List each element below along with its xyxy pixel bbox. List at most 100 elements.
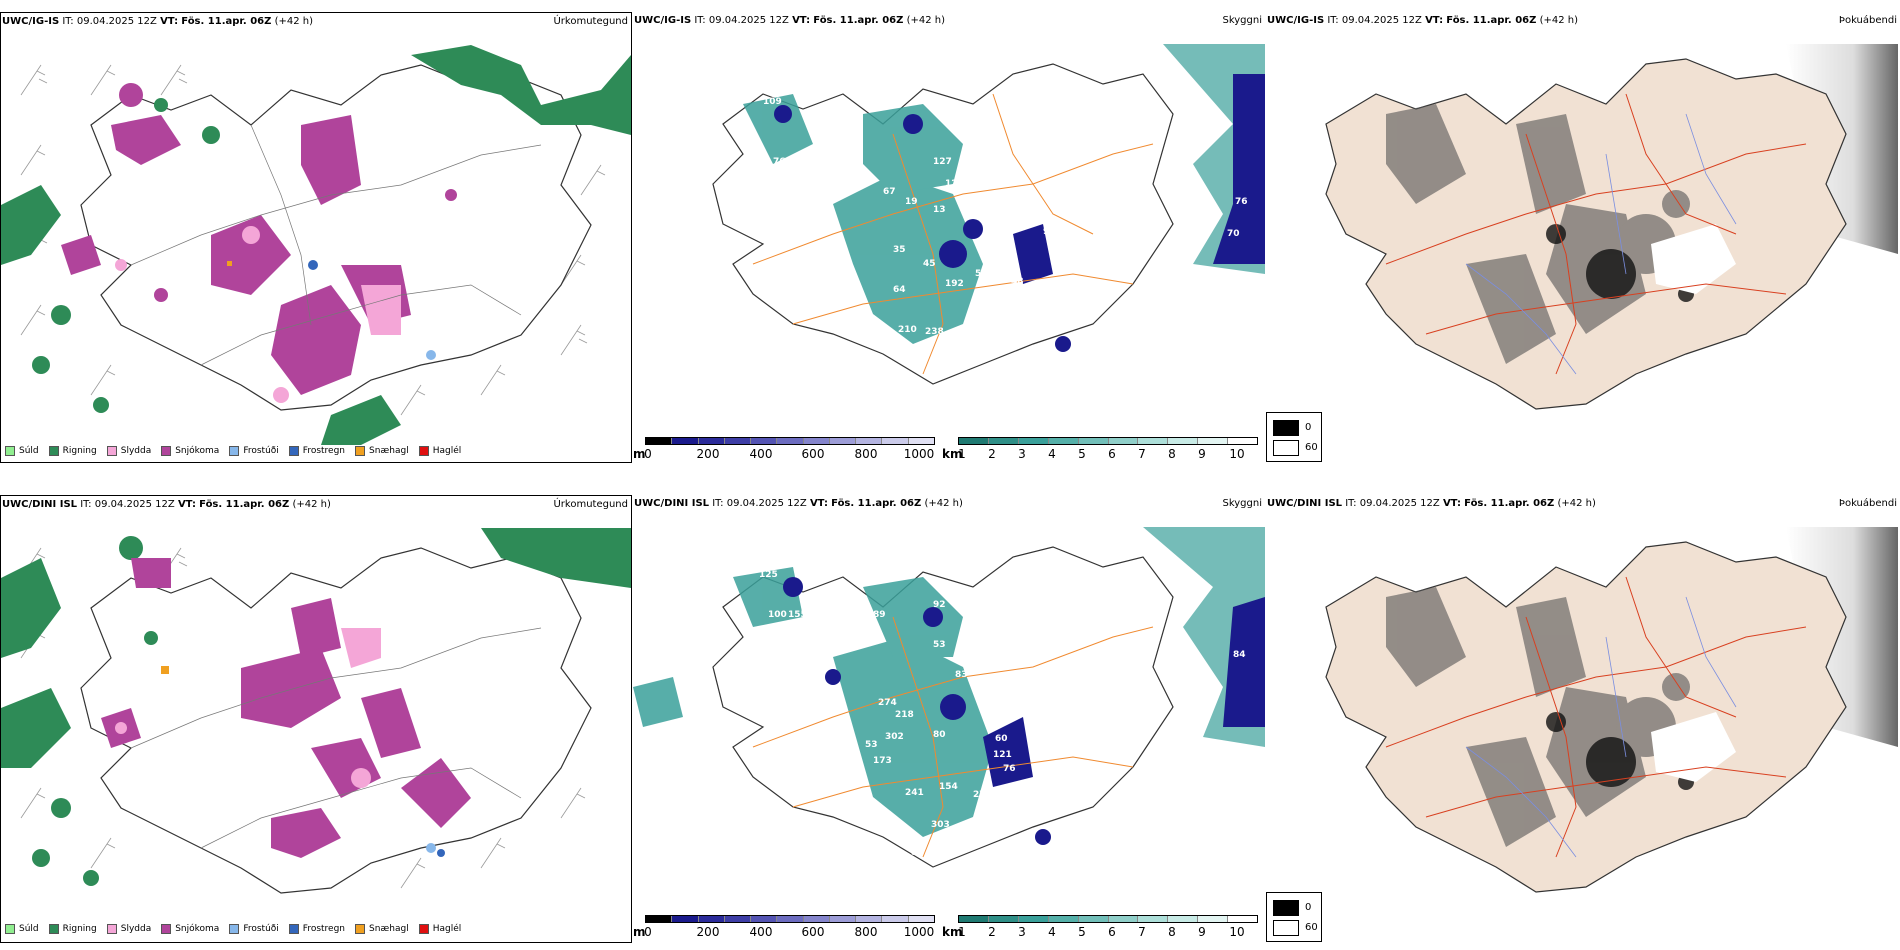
precip-type-map-row2: UWC/DINI ISL IT: 09.04.2025 12Z VT: Fös.… [0, 495, 632, 943]
precip-legend: Súld Rigning Slydda Snjókoma Frostúði Fr… [5, 918, 461, 940]
svg-text:154: 154 [939, 782, 958, 792]
legend-item-drizzle: Súld [5, 446, 39, 456]
svg-text:428: 428 [911, 345, 930, 355]
svg-text:14: 14 [1073, 111, 1086, 121]
svg-text:76: 76 [1003, 764, 1016, 774]
very-low-visibility-areas [774, 105, 1071, 352]
rain-areas [1, 45, 631, 445]
fog-map-canvas [1325, 527, 1898, 893]
svg-text:241: 241 [905, 788, 924, 798]
svg-text:126: 126 [945, 179, 964, 189]
precip-map-canvas [1, 528, 631, 894]
svg-text:303: 303 [931, 820, 950, 830]
svg-text:121: 121 [993, 750, 1012, 760]
snow-pellet-spot [227, 261, 232, 266]
panel-parameter-name: Úrkomutegund [553, 16, 628, 27]
clear-patch [1651, 712, 1736, 782]
svg-text:67: 67 [883, 187, 896, 197]
road-network [1385, 576, 1807, 858]
panel-parameter-name: Þokuábendi [1838, 498, 1897, 509]
svg-text:238: 238 [925, 327, 944, 337]
very-low-visibility-areas [783, 577, 1051, 845]
road-network [1385, 93, 1807, 375]
freezing-rain-spot [308, 260, 318, 270]
fog-legend-row2: 0 60 [1266, 892, 1322, 942]
svg-text:272: 272 [973, 790, 992, 800]
svg-text:87: 87 [853, 640, 866, 650]
svg-text:16: 16 [793, 162, 806, 172]
legend-item-hail: Haglél [418, 924, 461, 934]
svg-text:11: 11 [901, 379, 914, 389]
svg-text:88: 88 [911, 848, 924, 858]
rivers [1465, 113, 1737, 375]
svg-text:31: 31 [743, 127, 756, 137]
svg-text:89: 89 [873, 610, 886, 620]
dense-fog-patches [1546, 712, 1694, 790]
panel-title: UWC/DINI ISL IT: 09.04.2025 12Z VT: Fös.… [634, 498, 963, 509]
iceland-outline [80, 64, 592, 411]
panel-title: UWC/IG-IS IT: 09.04.2025 12Z VT: Fös. 11… [2, 16, 313, 27]
visibility-value-labels: 29 125 100 155 97 89 87 53 92 83 274 218… [693, 550, 1246, 860]
svg-text:76: 76 [1235, 197, 1248, 207]
road-network [130, 124, 542, 366]
legend-item-snow: Snjókoma [161, 446, 219, 456]
panel-parameter-name: Skyggni [1222, 498, 1262, 509]
visibility-colorbar: km 1 2 3 4 5 6 7 8 9 10 [942, 437, 1264, 463]
svg-text:109: 109 [763, 97, 782, 107]
sleet-areas [115, 628, 381, 788]
rivers [1465, 596, 1737, 858]
panel-title: UWC/IG-IS IT: 09.04.2025 12Z VT: Fös. 11… [1267, 15, 1578, 26]
legend-item-freezing-rain: Frostregn [288, 446, 345, 456]
svg-text:45: 45 [923, 259, 936, 269]
svg-text:60: 60 [995, 734, 1008, 744]
visibility-map-row1: UWC/IG-IS IT: 09.04.2025 12Z VT: Fös. 11… [633, 12, 1265, 463]
svg-text:100: 100 [768, 610, 787, 620]
freezing-rain-spot [437, 849, 445, 857]
svg-text:125: 125 [759, 570, 778, 580]
svg-text:80: 80 [933, 730, 946, 740]
panel-title: UWC/DINI ISL IT: 09.04.2025 12Z VT: Fös.… [2, 499, 331, 510]
svg-text:155: 155 [788, 610, 807, 620]
svg-text:97: 97 [693, 680, 706, 690]
low-visibility-areas [633, 567, 993, 837]
legend-item-snow-pellets: Snæhagl [355, 446, 409, 456]
svg-text:92: 92 [933, 600, 946, 610]
legend-item-rain: Rigning [48, 924, 97, 934]
svg-text:63: 63 [931, 850, 944, 860]
snow-pellet-spot [161, 666, 169, 674]
panel-parameter-name: Úrkomutegund [553, 499, 628, 510]
clear-patch [1651, 224, 1736, 294]
svg-text:274: 274 [878, 698, 897, 708]
visibility-value-labels: 109 31 187 76 16 13 67 19 127 98 126 13 … [743, 97, 1248, 417]
legend-item-freezing-rain: Frostregn [288, 924, 345, 934]
freezing-drizzle-spot [426, 843, 436, 853]
svg-text:187: 187 [745, 157, 764, 167]
svg-text:29: 29 [753, 550, 766, 560]
svg-text:192: 192 [945, 279, 964, 289]
precip-legend: Súld Rigning Slydda Snjókoma Frostúði Fr… [5, 440, 461, 462]
precip-type-map-row1: UWC/IG-IS IT: 09.04.2025 12Z VT: Fös. 11… [0, 12, 632, 463]
road-network [752, 616, 1154, 858]
svg-text:302: 302 [885, 732, 904, 742]
svg-text:13: 13 [933, 205, 946, 215]
fog-index-map-row2: UWC/DINI ISL IT: 09.04.2025 12Z VT: Fös.… [1266, 495, 1900, 943]
svg-text:19: 19 [905, 197, 918, 207]
visibility-colorbar: km 1 2 3 4 5 6 7 8 9 10 [942, 915, 1264, 941]
svg-text:52: 52 [923, 395, 936, 405]
legend-item-hail: Haglél [418, 446, 461, 456]
legend-item-drizzle: Súld [5, 924, 39, 934]
fog-map-canvas [1325, 44, 1898, 410]
svg-text:53: 53 [933, 640, 946, 650]
rain-areas [1, 528, 631, 886]
svg-text:53: 53 [865, 740, 878, 750]
svg-text:87: 87 [979, 197, 992, 207]
road-network [130, 627, 542, 849]
svg-text:196: 196 [933, 369, 952, 379]
visibility-map-row2: UWC/DINI ISL IT: 09.04.2025 12Z VT: Fös.… [633, 495, 1265, 943]
precip-map-canvas [1, 45, 631, 445]
legend-item-rain: Rigning [48, 446, 97, 456]
svg-text:58: 58 [975, 269, 988, 279]
iceland-outline [80, 547, 592, 894]
svg-text:218: 218 [895, 710, 914, 720]
svg-text:83: 83 [955, 670, 968, 680]
